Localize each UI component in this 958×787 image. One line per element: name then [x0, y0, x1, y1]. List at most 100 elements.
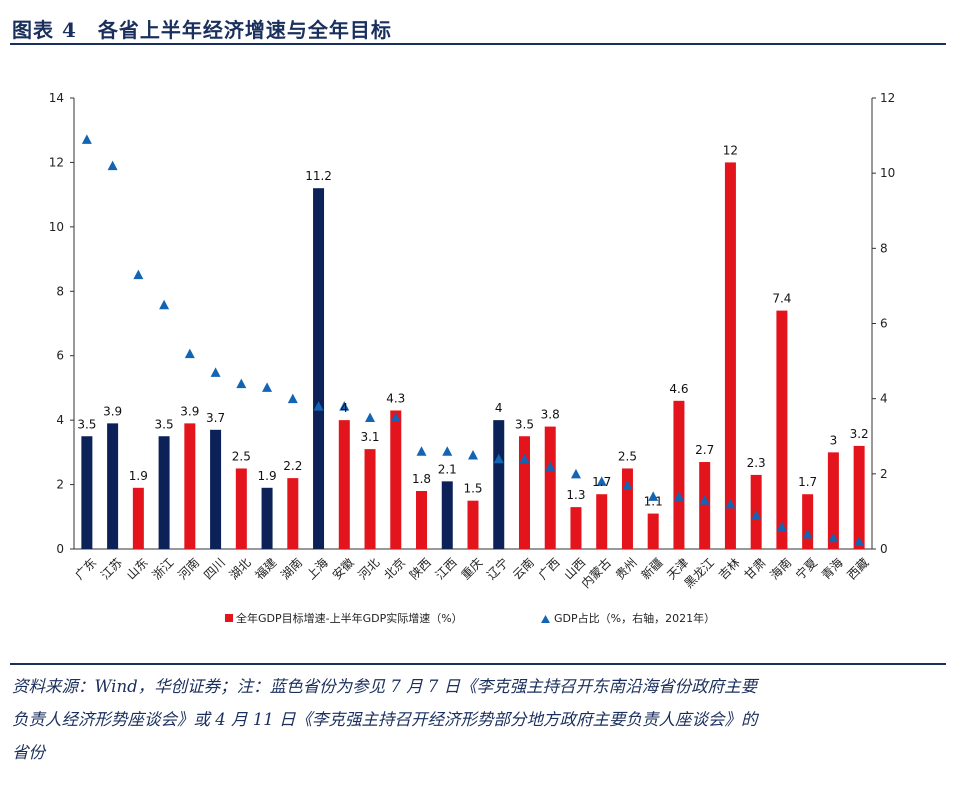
category-label: 江苏	[98, 555, 125, 582]
right-tick-label: 6	[880, 317, 888, 331]
category-label: 辽宁	[483, 555, 511, 583]
category-label: 广东	[72, 555, 99, 582]
category-label: 广西	[536, 555, 563, 582]
category-label: 贵州	[613, 555, 640, 582]
bar-value-label: 11.2	[305, 169, 332, 183]
gdp-share-marker	[339, 401, 350, 411]
category-label: 河南	[175, 555, 203, 583]
bar-value-label: 7.4	[772, 292, 791, 306]
bar	[621, 468, 633, 549]
bar-value-label: 1.9	[129, 469, 148, 483]
bar-value-label: 3.1	[360, 430, 379, 444]
gdp-share-marker	[519, 453, 530, 464]
bar-value-label: 2.5	[618, 449, 637, 463]
gdp-share-marker	[622, 480, 633, 490]
bar	[364, 449, 376, 549]
category-label: 湖南	[278, 555, 306, 583]
gdp-share-marker	[802, 528, 813, 539]
bar-value-label: 2.2	[283, 459, 302, 473]
bar	[210, 429, 222, 549]
gdp-share-marker	[673, 491, 684, 501]
source-line-2: 负责人经济形势座谈会》或 4 月 11 日《李克强主持召开经济形势部分地方政府主…	[12, 710, 758, 729]
footer-rule	[10, 663, 946, 665]
category-label: 黑龙江	[682, 555, 717, 590]
bar	[724, 162, 736, 549]
bar-value-label: 4.3	[386, 391, 405, 405]
bar	[107, 423, 119, 549]
axes-layer: 0 2 4 6 8 10 12 14 0 2 4 6 8 10 12	[49, 91, 896, 556]
bar-value-label: 3.9	[103, 404, 122, 418]
bar-value-label: 4	[495, 401, 503, 415]
bar-value-label: 4	[340, 401, 348, 415]
markers-layer	[81, 134, 865, 546]
gdp-chart: 0 2 4 6 8 10 12 14 0 2 4 6 8 10 12 3.5 广东 3.9 江苏 1.9 山东 3.5 浙…	[49, 91, 896, 625]
gdp-share-marker	[236, 378, 247, 389]
bar-value-label: 3.5	[77, 417, 96, 431]
bar	[518, 436, 530, 549]
bar-value-label: 1.7	[798, 475, 817, 489]
bars-layer	[81, 162, 865, 549]
category-label: 新疆	[638, 555, 666, 583]
legend-bar-swatch	[225, 614, 233, 622]
bar-value-label: 1.3	[566, 488, 585, 502]
figure-header: 图表 4 各省上半年经济增速与全年目标	[10, 8, 946, 42]
left-tick-label: 0	[56, 542, 64, 556]
bar-value-label: 12	[723, 143, 738, 157]
gdp-share-marker	[313, 401, 324, 411]
gdp-share-marker	[570, 468, 581, 479]
gdp-share-marker	[390, 412, 401, 422]
legend: 全年GDP目标增速-上半年GDP实际增速（%） GDP占比（%，右轴，2021年…	[225, 611, 715, 625]
left-tick-label: 2	[56, 478, 64, 492]
category-label: 河北	[355, 555, 382, 582]
gdp-share-marker	[365, 412, 376, 422]
bar	[441, 481, 453, 549]
bar-value-label: 2.7	[695, 443, 714, 457]
bar-value-label: 3.5	[515, 417, 534, 431]
gdp-share-marker	[287, 393, 298, 404]
gdp-share-marker	[854, 536, 865, 546]
gdp-share-marker	[210, 367, 221, 377]
bar	[596, 494, 608, 549]
bar	[493, 420, 505, 549]
category-label: 北京	[381, 555, 408, 582]
bar	[313, 188, 325, 549]
gdp-share-marker	[828, 532, 839, 543]
bar	[390, 410, 402, 549]
bar	[802, 494, 814, 549]
bar-value-label: 1.5	[463, 482, 482, 496]
source-note: 资料来源：Wind，华创证券；注：蓝色省份为参见 7 月 7 日《李克强主持召开…	[12, 670, 946, 769]
bar	[416, 491, 428, 549]
gdp-share-marker	[468, 450, 478, 460]
category-label: 福建	[252, 555, 280, 583]
bar-value-label: 2.1	[438, 462, 457, 476]
bar-value-label: 1.8	[412, 472, 431, 486]
bar-value-label: 3	[830, 433, 838, 447]
source-line-3: 省份	[12, 743, 45, 762]
bar	[287, 478, 299, 549]
left-tick-label: 10	[49, 220, 64, 234]
bar-value-label: 3.7	[206, 411, 225, 425]
bar	[827, 452, 839, 549]
bar-value-label: 1.7	[592, 475, 611, 489]
category-label: 内蒙古	[578, 555, 614, 591]
gdp-share-marker	[699, 495, 710, 505]
bar-value-label: 1.1	[644, 495, 663, 509]
bar-value-label: 1.9	[258, 469, 277, 483]
bar	[184, 423, 196, 549]
gdp-share-marker	[262, 382, 273, 392]
category-label: 宁夏	[792, 555, 820, 583]
gdp-share-marker	[725, 498, 736, 509]
category-label: 青海	[818, 555, 846, 583]
bar	[544, 426, 556, 549]
header-rule	[10, 43, 946, 45]
gdp-share-marker	[81, 134, 92, 144]
gdp-share-marker	[442, 446, 453, 456]
gdp-share-marker	[107, 160, 118, 171]
labels-layer: 3.5 广东 3.9 江苏 1.9 山东 3.5 浙江 3.9 河南 3.7 四川 2.5 湖北 1.9 福建…	[72, 143, 871, 590]
right-tick-label: 8	[880, 241, 888, 255]
left-tick-label: 12	[49, 155, 64, 169]
right-tick-label: 2	[880, 467, 888, 481]
bar-value-label: 3.2	[850, 427, 869, 441]
right-tick-label: 0	[880, 542, 888, 556]
gdp-share-marker	[493, 453, 504, 464]
